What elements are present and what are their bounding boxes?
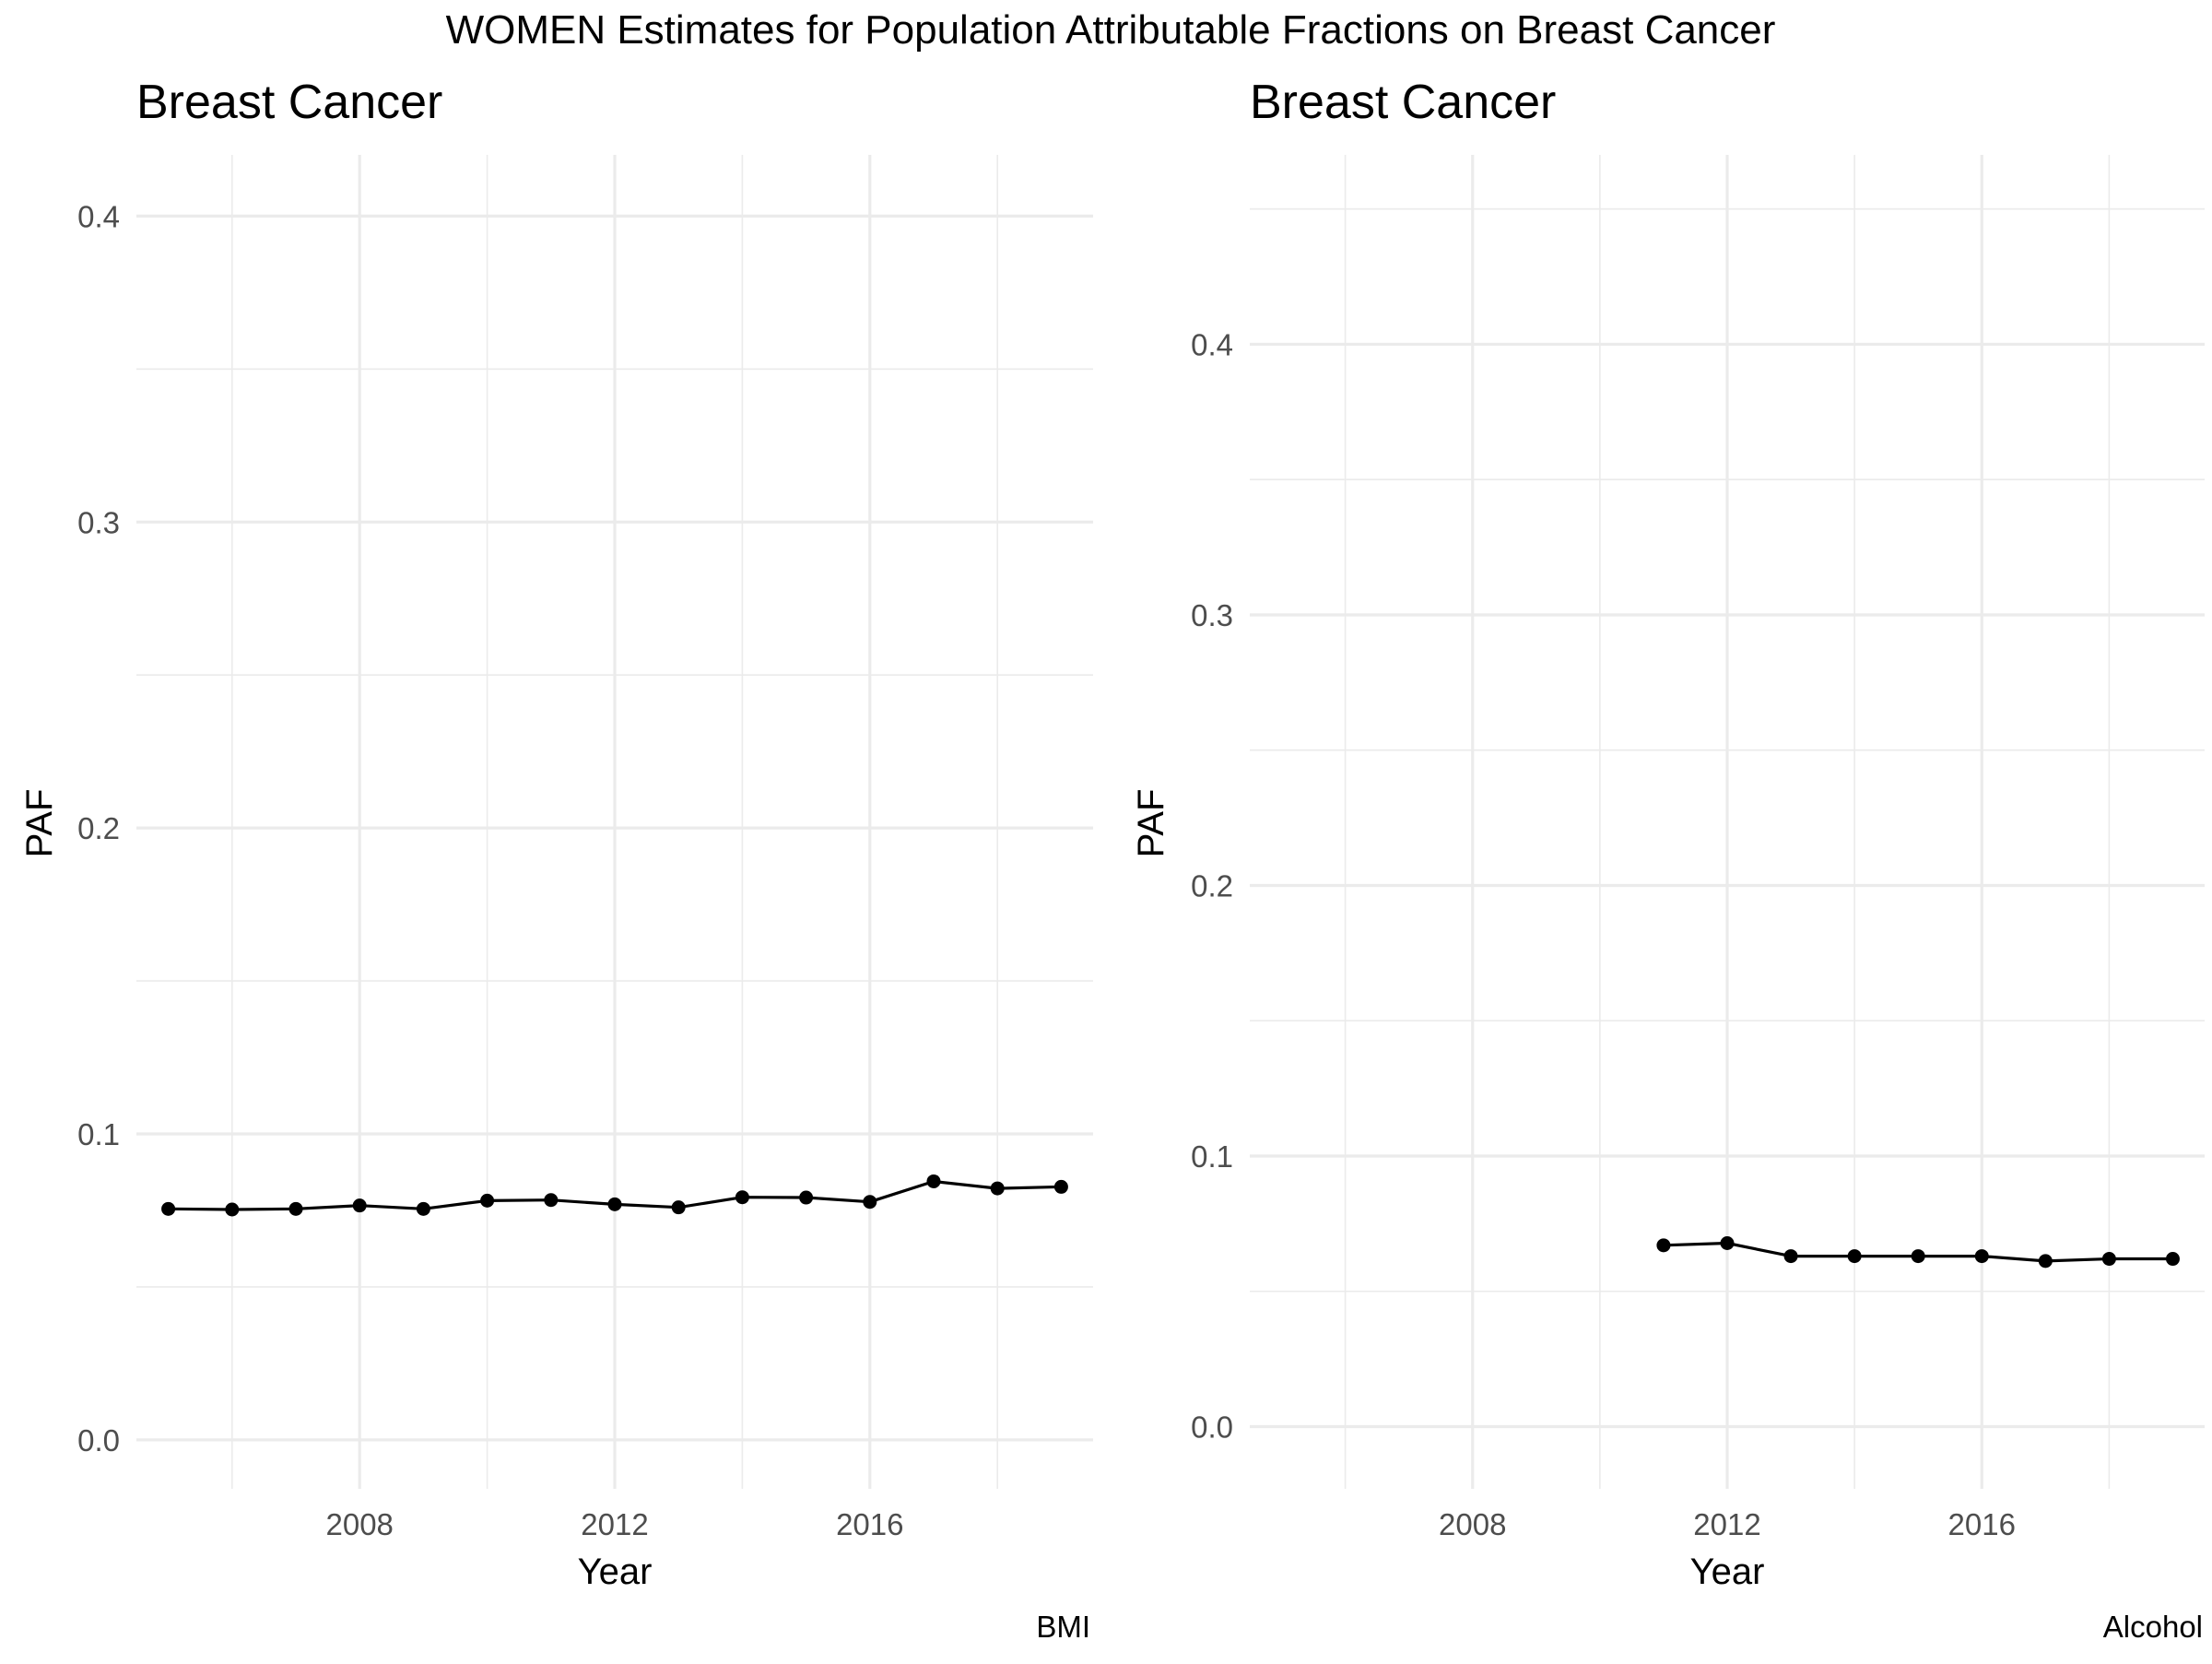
panel-right-y-tick-label: 0.4 [1191,327,1233,361]
panel-left-data-point [926,1174,941,1188]
panel-right-x-tick-label: 2016 [1948,1507,2016,1541]
panel-left-data-point [416,1201,430,1216]
panel-left-data-point [990,1181,1005,1196]
panel-right-data-point [2038,1254,2053,1269]
figure-title: WOMEN Estimates for Population Attributa… [446,7,1776,53]
panel-left-x-tick-label: 2008 [325,1507,393,1541]
panel-left: 0.0 0.1 0.2 0.3 0.4 2008 2012 2016 Breast Canc… [19,76,1093,1644]
panel-right-y-tick-label: 0.1 [1191,1139,1233,1174]
panel-right-y-tick-label: 0.3 [1191,598,1233,632]
panel-right-y-tick-label: 0.0 [1191,1410,1233,1444]
panel-left-x-tick-label: 2016 [836,1507,903,1541]
panel-right-data-point [1847,1249,1862,1264]
panel-left-series [161,1174,1068,1217]
panel-left-data-point [352,1198,367,1213]
panel-right-x-axis-label: Year [1690,1552,1765,1592]
panel-right: 0.0 0.1 0.2 0.3 0.4 2008 2012 2016 Breast Canc… [1131,76,2205,1644]
panel-right-y-ticks: 0.0 0.1 0.2 0.3 0.4 [1191,327,1233,1444]
panel-left-title: Breast Cancer [136,76,442,129]
panel-left-x-ticks: 2008 2012 2016 [325,1507,903,1541]
panel-right-x-tick-label: 2012 [1693,1507,1760,1541]
panel-right-y-tick-label: 0.2 [1191,868,1233,903]
panel-left-data-point [480,1193,495,1208]
panel-right-grid [1250,155,2205,1489]
panel-left-caption: BMI [1036,1610,1090,1644]
panel-right-data-point [2101,1252,2116,1267]
panel-left-data-point [225,1202,240,1217]
panel-left-y-tick-label: 0.3 [77,505,120,539]
panel-left-y-tick-label: 0.1 [77,1117,120,1151]
panel-left-data-point [607,1197,622,1211]
panel-right-x-tick-label: 2008 [1439,1507,1506,1541]
panel-left-y-tick-label: 0.0 [77,1423,120,1457]
panel-left-data-point [671,1200,686,1215]
panel-right-data-point [1656,1238,1671,1253]
panel-left-y-tick-label: 0.4 [77,199,120,233]
panel-left-data-point [161,1201,176,1216]
panel-right-title: Breast Cancer [1250,76,1556,129]
panel-left-data-point [288,1201,303,1216]
panel-left-data-point [799,1190,814,1205]
panel-left-data-point [735,1190,749,1205]
panel-left-data-point [544,1193,559,1208]
panel-right-caption: Alcohol [2103,1610,2203,1644]
panel-left-data-point [1053,1179,1068,1194]
panel-left-data-point [863,1195,877,1210]
panel-right-data-point [2165,1252,2180,1267]
panel-right-data-point [1911,1249,1925,1264]
panel-right-series [1656,1235,2180,1269]
panel-left-x-tick-label: 2012 [581,1507,648,1541]
panel-left-y-ticks: 0.0 0.1 0.2 0.3 0.4 [77,199,120,1457]
panel-left-y-axis-label: PAF [19,789,60,858]
panel-right-data-point [1720,1235,1735,1250]
panel-right-x-ticks: 2008 2012 2016 [1439,1507,2016,1541]
panel-left-y-tick-label: 0.2 [77,811,120,845]
panel-right-y-axis-label: PAF [1131,789,1171,858]
panel-right-data-point [1974,1249,1989,1264]
panel-left-x-axis-label: Year [578,1552,653,1592]
panel-left-grid [136,155,1093,1489]
panel-right-data-point [1783,1249,1798,1264]
